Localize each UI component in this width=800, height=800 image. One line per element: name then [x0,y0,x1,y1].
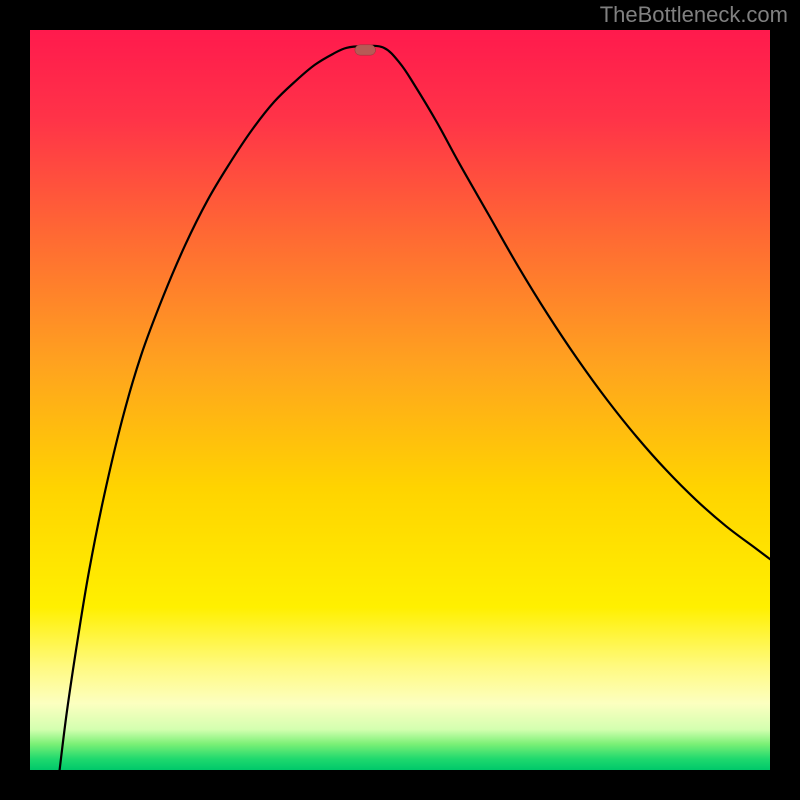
optimal-marker [355,45,376,55]
bottleneck-chart [0,0,800,800]
gradient-background [30,30,770,770]
watermark-text: TheBottleneck.com [600,2,788,28]
